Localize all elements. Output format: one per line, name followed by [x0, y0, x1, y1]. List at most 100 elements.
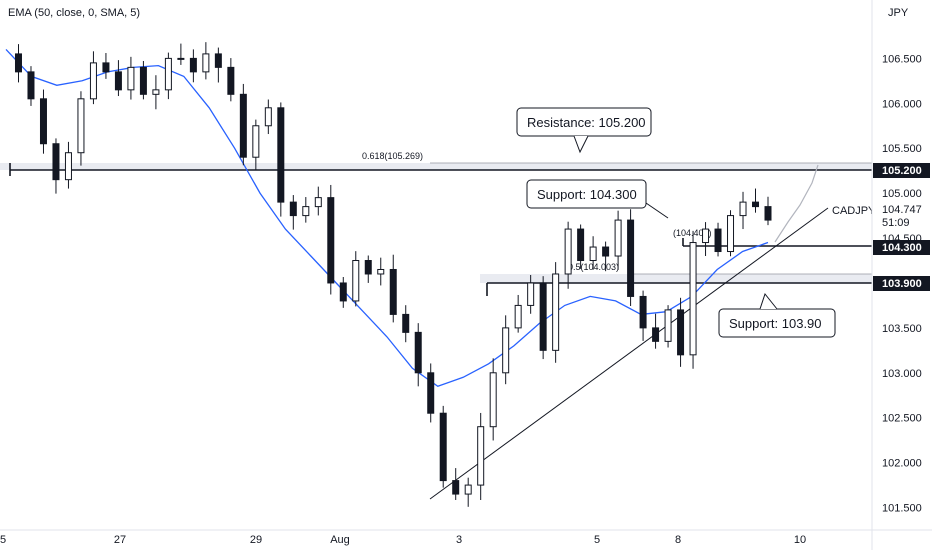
candle-body — [177, 57, 185, 60]
candle-body — [27, 71, 35, 100]
x-axis-ticks: 5 27 29 Aug 3 5 8 10 — [0, 534, 806, 546]
candle-body — [614, 219, 622, 257]
x-tick-label: 3 — [456, 534, 462, 546]
badge-105200-bg — [873, 163, 930, 178]
candle-body — [552, 273, 560, 351]
y-tick-label: 105.500 — [882, 143, 922, 155]
candle-body — [727, 215, 735, 253]
support-103900-callout-text: Support: 103.90 — [729, 316, 822, 331]
y-tick-label: 105.000 — [882, 188, 922, 200]
candle-body — [77, 98, 85, 154]
support-zone — [480, 274, 872, 283]
candle-body — [689, 242, 697, 356]
candle-body — [677, 309, 685, 356]
candle-body — [252, 125, 260, 158]
x-tick-label: 5 — [594, 534, 600, 546]
y-tick-label: 103.000 — [882, 368, 922, 380]
candle-body — [389, 268, 397, 315]
candle-body — [364, 260, 372, 275]
support-104300-callout: Support: 104.300 — [526, 179, 669, 219]
candle-body — [514, 304, 522, 329]
resistance-callout-pointer — [573, 135, 589, 154]
candle-body — [327, 197, 335, 284]
candle-body — [427, 372, 435, 414]
support-103900-callout-pointer — [759, 292, 778, 310]
candle-body — [239, 93, 247, 158]
candle-body — [114, 71, 122, 91]
candle-body — [39, 98, 47, 145]
x-tick-label: 10 — [794, 534, 806, 546]
candle-body — [564, 228, 572, 275]
badge-104300: 104.300 — [873, 240, 930, 255]
support-103900-callout: Support: 103.90 — [718, 292, 836, 338]
y-tick-label: 102.500 — [882, 413, 922, 425]
symbol-label: CADJPY — [832, 205, 876, 217]
candle-body — [64, 152, 72, 181]
candle-body — [439, 412, 447, 482]
current-price-text: 104.747 — [882, 204, 922, 216]
candle-body — [189, 57, 197, 73]
badge-105200: 105.200 — [873, 163, 930, 178]
candle-body — [264, 107, 272, 127]
badge-104300-text: 104.300 — [882, 242, 922, 254]
candle-body — [352, 260, 360, 302]
x-tick-label: 27 — [114, 534, 126, 546]
candle-body — [89, 62, 97, 100]
candle-body — [589, 246, 597, 262]
indicator-label[interactable]: EMA (50, close, 0, SMA, 5) — [8, 7, 140, 19]
candle-body — [214, 53, 222, 68]
y-tick-label: 101.500 — [882, 503, 922, 515]
candle-body — [764, 206, 772, 221]
candle-body — [164, 57, 172, 91]
countdown-text: 51:09 — [882, 217, 910, 229]
price-axis-background[interactable] — [872, 0, 932, 530]
badge-105200-text: 105.200 — [882, 165, 922, 177]
currency-label: JPY — [888, 7, 909, 19]
badge-103900: 103.900 — [873, 276, 930, 291]
candle-body — [277, 107, 285, 203]
support-104300-callout-box — [526, 179, 647, 209]
x-tick-label: 8 — [675, 534, 681, 546]
candle-body — [14, 53, 22, 73]
resistance-callout-text: Resistance: 105.200 — [527, 115, 646, 130]
y-tick-label: 103.500 — [882, 323, 922, 335]
current-price-badge: 104.747 51:09 — [873, 201, 930, 230]
candle-body — [302, 206, 310, 217]
resistance-callout: Resistance: 105.200 — [516, 107, 652, 154]
fib-0618-label: 0.618(105.269) — [362, 151, 423, 161]
ascending-trendline — [429, 207, 829, 500]
candles — [14, 42, 772, 507]
y-tick-label: 106.500 — [882, 53, 922, 65]
candle-body — [664, 309, 672, 342]
resistance-zone — [0, 163, 872, 170]
y-axis-ticks: 101.500102.000102.500103.000103.500104.0… — [882, 53, 922, 514]
candle-body — [377, 268, 385, 275]
candle-body — [702, 228, 710, 244]
candle-body — [752, 201, 760, 208]
badge-103900-bg — [873, 276, 930, 291]
candle-body — [339, 282, 347, 302]
x-tick-label: Aug — [330, 534, 350, 546]
candle-body — [227, 66, 235, 95]
candle-body — [102, 62, 110, 73]
badge-103900-text: 103.900 — [882, 278, 922, 290]
candle-body — [577, 228, 585, 262]
candle-body — [739, 201, 747, 217]
candle-body — [152, 89, 160, 95]
candle-body — [652, 327, 660, 342]
candle-body — [539, 282, 547, 351]
candle-body — [464, 484, 472, 495]
fib-104401-label: (104.401) — [673, 228, 712, 238]
candle-body — [314, 197, 322, 208]
projection-path — [774, 164, 819, 243]
candle-body — [452, 480, 460, 495]
candle-body — [489, 372, 497, 428]
current-price-badge-bg — [873, 201, 930, 230]
candle-body — [627, 219, 635, 297]
x-tick-label: 29 — [250, 534, 262, 546]
candle-body — [202, 53, 210, 73]
candle-body — [289, 201, 297, 217]
candle-body — [52, 143, 60, 181]
candle-body — [414, 331, 422, 374]
